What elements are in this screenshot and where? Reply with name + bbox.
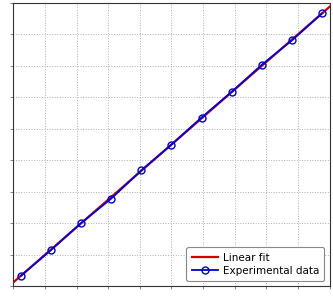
Experimental data	[260, 63, 264, 66]
Linear fit	[301, 29, 305, 32]
Experimental data	[230, 90, 234, 94]
Linear fit	[96, 207, 100, 211]
Experimental data	[19, 274, 23, 277]
Legend: Linear fit, Experimental data: Linear fit, Experimental data	[186, 247, 324, 281]
Experimental data	[49, 248, 53, 252]
Linear fit	[328, 5, 332, 9]
Linear fit	[30, 264, 34, 268]
Experimental data	[140, 168, 144, 172]
Line: Experimental data: Experimental data	[17, 10, 326, 279]
Experimental data	[290, 38, 294, 42]
Experimental data	[199, 116, 203, 119]
Line: Linear fit: Linear fit	[13, 7, 330, 282]
Linear fit	[312, 19, 316, 22]
Experimental data	[109, 197, 113, 200]
Experimental data	[79, 221, 83, 225]
Linear fit	[24, 269, 28, 273]
Linear fit	[70, 229, 74, 233]
Linear fit	[11, 280, 15, 284]
Experimental data	[320, 12, 324, 15]
Experimental data	[169, 143, 173, 146]
